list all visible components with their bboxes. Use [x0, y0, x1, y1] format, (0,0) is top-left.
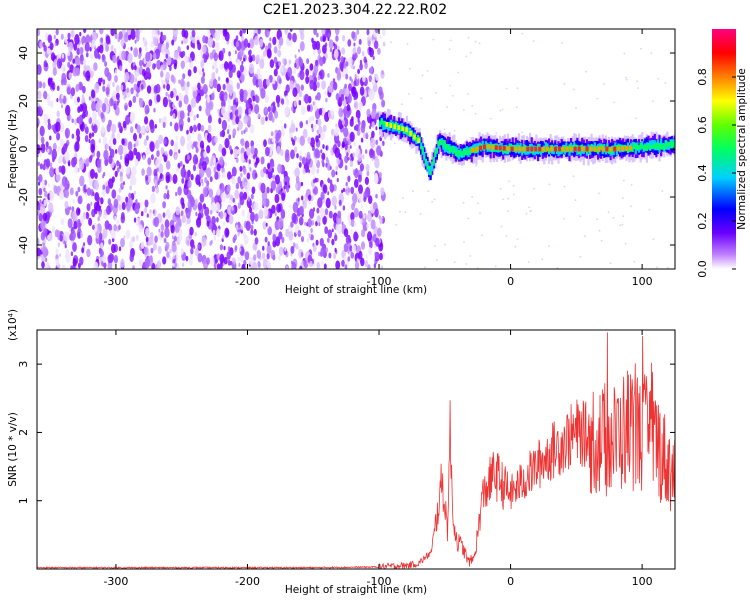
snr-x-axis-label: Height of straight line (km) [285, 584, 427, 596]
heatmap-x-tick-label: 100 [632, 275, 653, 288]
colorbar-tick-label: 0.0 [696, 260, 709, 278]
snr-y-tick-label: 1 [17, 497, 30, 504]
heatmap-x-tick-label: 0 [507, 275, 514, 288]
heatmap-area [37, 29, 675, 269]
heatmap-y-tick-label: 0 [17, 146, 30, 153]
snr-series-line [37, 332, 675, 569]
heatmap-y-tick-label: -20 [17, 188, 30, 206]
chart-title: C2E1.2023.304.22.22.R02 [262, 2, 448, 18]
colorbar-tick-label: 0.8 [696, 68, 709, 86]
colorbar-tick-label: 0.2 [696, 212, 709, 230]
heatmap-x-axis-label: Height of straight line (km) [285, 284, 427, 296]
signal-track [379, 108, 675, 181]
colorbar-label: Normalized spectral amplitude [736, 68, 748, 229]
heatmap-x-tick-label: -300 [103, 275, 128, 288]
snr-x-tick-label: 100 [632, 575, 653, 588]
colorbar-tick-label: 0.4 [696, 164, 709, 182]
snr-plot-area [37, 332, 675, 569]
snr-frame [36, 329, 676, 570]
heatmap-y-tick-label: -40 [17, 236, 30, 254]
snr-y-axis-label: SNR (10 * v/v) [7, 412, 19, 487]
colorbar-tick-label: 0.6 [696, 116, 709, 134]
noise-region [37, 29, 675, 269]
snr-x-tick-label: -300 [103, 575, 128, 588]
heatmap-x-tick-label: -100 [367, 275, 392, 288]
heatmap-y-tick-label: 40 [17, 46, 30, 60]
heatmap-y-tick-label: 20 [17, 94, 30, 108]
colorbar-gradient [712, 29, 736, 269]
snr-x-tick-label: 0 [507, 575, 514, 588]
colorbar: 0.0 0.2 0.4 0.6 0.8 Normalized spectral ampli… [696, 29, 748, 278]
snr-x-tick-label: -100 [367, 575, 392, 588]
heatmap-x-tick-label: -200 [235, 275, 260, 288]
snr-scale-label: (x10⁴) [7, 309, 19, 341]
snr-y-tick-label: 3 [17, 361, 30, 368]
snr-y-tick-label: 2 [17, 429, 30, 436]
heatmap-y-axis-label: Frequency (Hz) [7, 109, 19, 188]
snr-x-tick-label: -200 [235, 575, 260, 588]
